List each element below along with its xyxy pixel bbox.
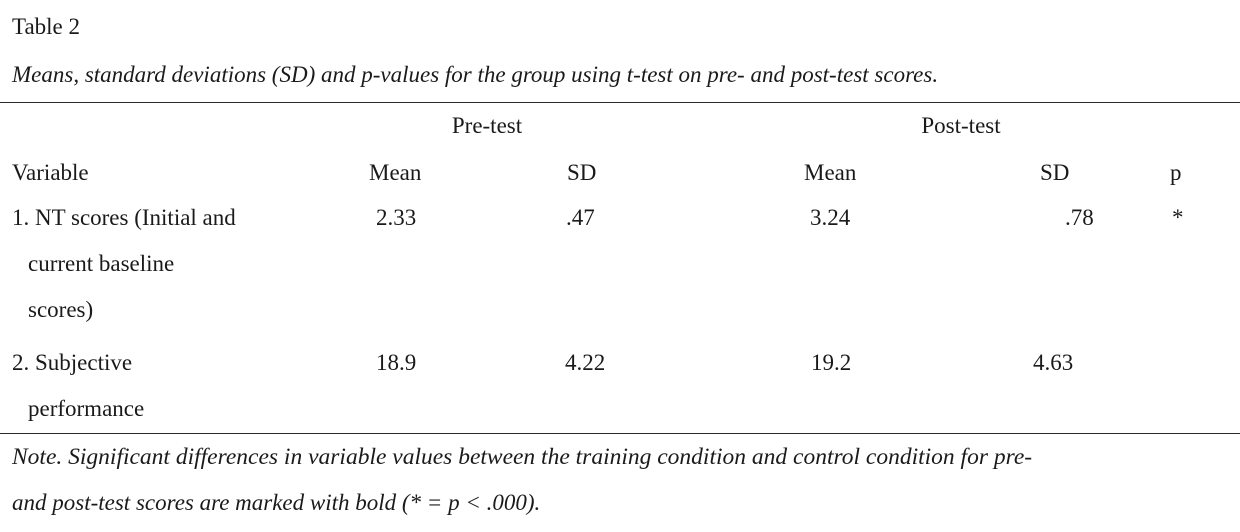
row-1-p: *	[1172, 205, 1184, 230]
row-1-pre-sd: .47	[566, 205, 595, 230]
row-1-label-line-2: current baseline	[28, 251, 175, 276]
row-1-pre-mean: 2.33	[376, 205, 417, 230]
col-header-pre-sd: SD	[567, 160, 597, 185]
bottom-rule	[0, 433, 1240, 434]
col-header-p: p	[1170, 160, 1182, 185]
col-header-post-mean: Mean	[804, 160, 857, 185]
row-2-label-line-2: performance	[28, 396, 145, 421]
row-2-pre-sd: 4.22	[565, 350, 606, 375]
row-2-label-line-1: 2. Subjective	[12, 350, 133, 375]
top-rule	[0, 102, 1240, 103]
row-2-post-mean: 19.2	[811, 350, 852, 375]
row-1-post-mean: 3.24	[810, 205, 851, 230]
group-header-pre: Pre-test	[451, 113, 523, 138]
row-2-post-sd: 4.63	[1033, 350, 1074, 375]
table-note-line-2: and post-test scores are marked with bol…	[12, 490, 541, 515]
table-note-line-1: Note. Significant differences in variabl…	[12, 444, 1033, 470]
col-header-pre-mean: Mean	[369, 160, 422, 185]
row-2-pre-mean: 18.9	[376, 350, 417, 375]
table-label: Table 2	[12, 14, 81, 39]
col-header-post-sd: SD	[1040, 160, 1070, 185]
row-1-label-line-3: scores)	[28, 297, 94, 322]
group-header-post: Post-test	[921, 113, 1001, 138]
table-caption: Means, standard deviations (SD) and p-va…	[12, 62, 939, 87]
row-1-label-line-1: 1. NT scores (Initial and	[12, 205, 236, 230]
col-header-variable: Variable	[12, 160, 89, 185]
row-1-post-sd: .78	[1065, 205, 1094, 230]
